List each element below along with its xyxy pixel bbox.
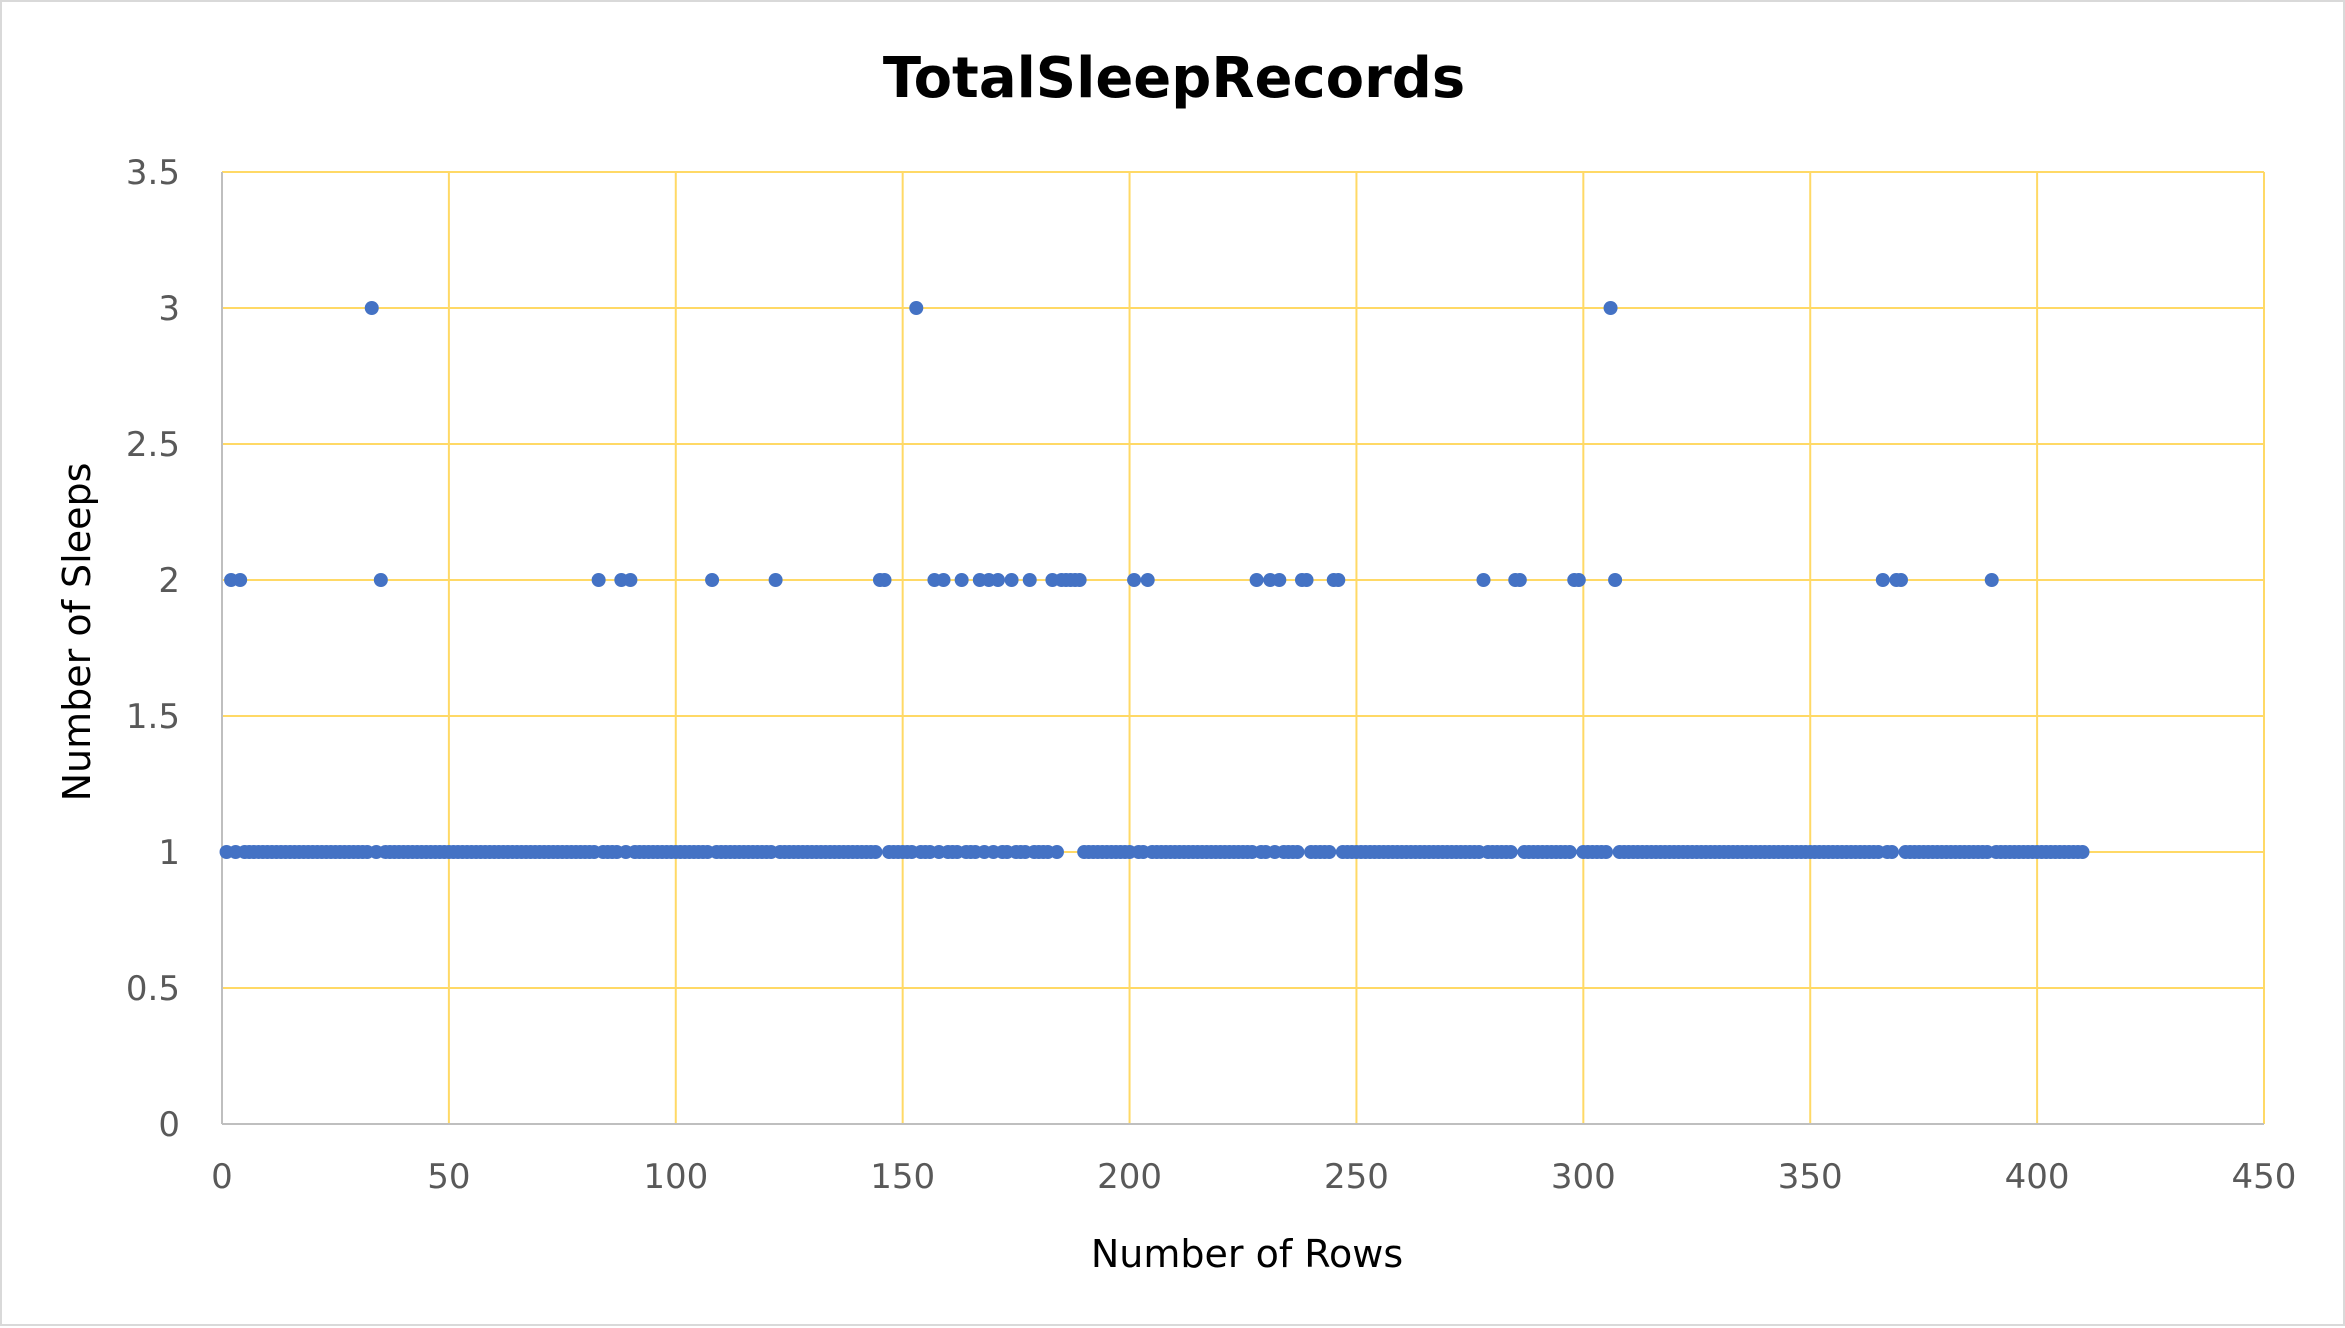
data-point	[2075, 845, 2090, 859]
gridlines	[222, 171, 2265, 1124]
data-point	[1127, 573, 1142, 587]
data-point	[1984, 573, 1999, 587]
data-point	[954, 573, 969, 587]
data-point	[877, 573, 892, 587]
y-tick-label: 2	[158, 561, 180, 601]
x-tick-label: 50	[427, 1157, 470, 1197]
data-point	[1272, 573, 1287, 587]
data-point	[1875, 573, 1890, 587]
data-point	[868, 845, 883, 859]
data-point	[1476, 573, 1491, 587]
data-point	[233, 573, 248, 587]
data-point	[373, 573, 388, 587]
y-tick-label: 1	[158, 833, 180, 873]
x-tick-labels: 0 50 100 150 200 250 300 350 400 450	[211, 1157, 2296, 1197]
x-tick-label: 150	[870, 1157, 935, 1197]
chart-title: TotalSleepRecords	[883, 46, 1465, 111]
x-tick-label: 0	[211, 1157, 233, 1197]
data-point	[591, 573, 606, 587]
y-axis-title: Number of Sleeps	[55, 463, 99, 802]
data-point	[1331, 573, 1346, 587]
data-point	[1562, 845, 1577, 859]
data-point	[990, 573, 1005, 587]
y-tick-label: 3.5	[126, 153, 180, 193]
data-point	[623, 573, 638, 587]
data-point	[1893, 573, 1908, 587]
x-axis-title: Number of Rows	[1091, 1232, 1403, 1276]
y-tick-label: 0	[158, 1105, 180, 1145]
data-point	[1884, 845, 1899, 859]
data-point	[1322, 845, 1337, 859]
x-tick-label: 300	[1551, 1157, 1616, 1197]
y-tick-label: 2.5	[126, 425, 180, 465]
data-point	[1072, 573, 1087, 587]
data-points	[219, 301, 2090, 859]
x-tick-label: 100	[643, 1157, 708, 1197]
data-point	[1608, 573, 1623, 587]
x-tick-label: 200	[1097, 1157, 1162, 1197]
data-point	[1249, 573, 1264, 587]
data-point	[1022, 573, 1037, 587]
data-point	[1503, 845, 1518, 859]
x-tick-label: 250	[1324, 1157, 1389, 1197]
data-point	[1049, 845, 1064, 859]
x-tick-label: 400	[2005, 1157, 2070, 1197]
y-tick-label: 0.5	[126, 969, 180, 1009]
y-tick-labels: 0 0.5 1 1.5 2 2.5 3 3.5	[126, 153, 180, 1145]
data-point	[768, 573, 783, 587]
y-tick-label: 3	[158, 289, 180, 329]
x-tick-label: 350	[1778, 1157, 1843, 1197]
data-point	[1004, 573, 1019, 587]
axes	[221, 172, 2264, 1125]
data-point	[1571, 573, 1586, 587]
data-point	[909, 301, 924, 315]
data-point	[1140, 573, 1155, 587]
data-point	[936, 573, 951, 587]
x-tick-label: 450	[2232, 1157, 2297, 1197]
data-point	[1290, 845, 1305, 859]
data-point	[364, 301, 379, 315]
data-point	[1599, 845, 1614, 859]
data-point	[1299, 573, 1314, 587]
data-point	[1603, 301, 1618, 315]
data-point	[1512, 573, 1527, 587]
y-tick-label: 1.5	[126, 697, 180, 737]
data-point	[705, 573, 720, 587]
